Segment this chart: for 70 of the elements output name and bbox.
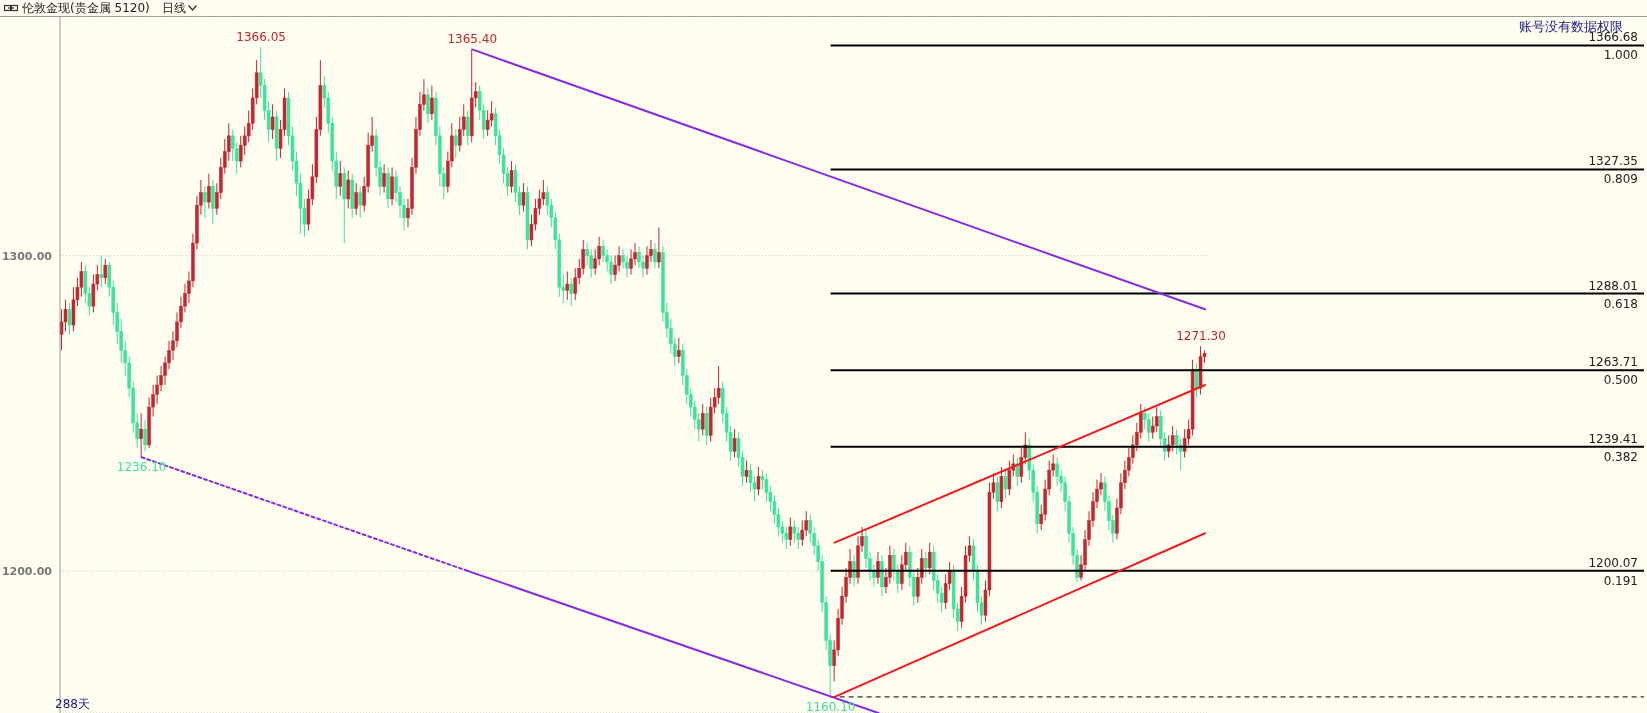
candlestick — [677, 337, 681, 364]
candlestick — [382, 163, 386, 194]
candlestick — [430, 84, 434, 121]
candlestick — [207, 173, 211, 209]
y-tick-label: 1300.00 — [1, 249, 53, 263]
candlestick — [565, 270, 570, 301]
candlestick — [1154, 406, 1159, 433]
candlestick — [346, 170, 350, 209]
annotation: 1160.10 — [805, 699, 856, 713]
candlestick — [1015, 457, 1020, 487]
candlestick — [653, 242, 657, 269]
candlestick — [103, 258, 108, 285]
candlestick — [1170, 425, 1175, 452]
annotation: 0.191 — [1603, 573, 1638, 588]
candlestick — [354, 182, 358, 216]
candlestick — [732, 428, 737, 459]
annotation: 1365.40 — [447, 32, 498, 47]
candlestick — [876, 551, 880, 585]
candlestick — [99, 255, 104, 288]
candlestick — [852, 554, 856, 588]
candlestick — [573, 267, 578, 301]
candlestick — [657, 226, 661, 269]
candlestick — [521, 182, 526, 213]
candlestick — [808, 513, 812, 544]
candlestick — [585, 242, 589, 266]
candlestick — [358, 185, 362, 219]
candlestick — [203, 185, 207, 219]
ref-line-label: 1288.01 — [1588, 278, 1638, 293]
candlestick — [995, 475, 1000, 512]
candlestick — [1019, 447, 1024, 484]
candlestick — [211, 179, 215, 225]
ref-line-label: 1263.71 — [1588, 355, 1638, 370]
annotation: 0.382 — [1603, 449, 1638, 464]
candlestick — [792, 520, 797, 544]
y-tick-label: 1200.00 — [1, 564, 53, 578]
candlestick — [67, 302, 72, 336]
chart-title: 伦敦金现(贵金属 5120) — [22, 0, 150, 17]
ref-line-label: 1239.41 — [1588, 431, 1638, 446]
annotation: 1271.30 — [1176, 329, 1226, 344]
annotation: 0.500 — [1603, 373, 1638, 388]
candlestick — [143, 419, 147, 452]
annotation: 288天 — [55, 696, 90, 713]
annotation: 0.809 — [1603, 172, 1638, 187]
candlestick — [1003, 469, 1008, 500]
candlestick — [426, 88, 430, 124]
chart-subtitle: 日线 — [161, 0, 186, 17]
candlestick — [465, 110, 470, 146]
candlestick — [569, 277, 574, 307]
candlestick — [270, 103, 275, 140]
ref-line-label: 1200.07 — [1588, 555, 1638, 570]
candlestick — [139, 412, 143, 458]
candlestick — [788, 516, 793, 547]
candlestick — [1147, 412, 1151, 443]
annotation: 0.618 — [1603, 296, 1638, 311]
candlestick — [923, 551, 928, 578]
candlestick — [390, 166, 394, 206]
candlestick — [1194, 362, 1199, 399]
candlestick — [800, 520, 805, 547]
candlestick — [454, 129, 458, 159]
candlestick — [704, 406, 709, 446]
candlestick — [744, 460, 749, 484]
candlestick — [338, 160, 343, 197]
annotation: 1236.10 — [116, 460, 167, 475]
candlestick — [927, 542, 932, 575]
annotation: 1366.05 — [236, 30, 286, 45]
candlestick — [593, 248, 597, 276]
ref-line-label: 1327.35 — [1588, 154, 1638, 169]
annotation: 1.000 — [1603, 48, 1638, 63]
candlestick — [700, 403, 705, 436]
candlestick — [509, 160, 514, 194]
